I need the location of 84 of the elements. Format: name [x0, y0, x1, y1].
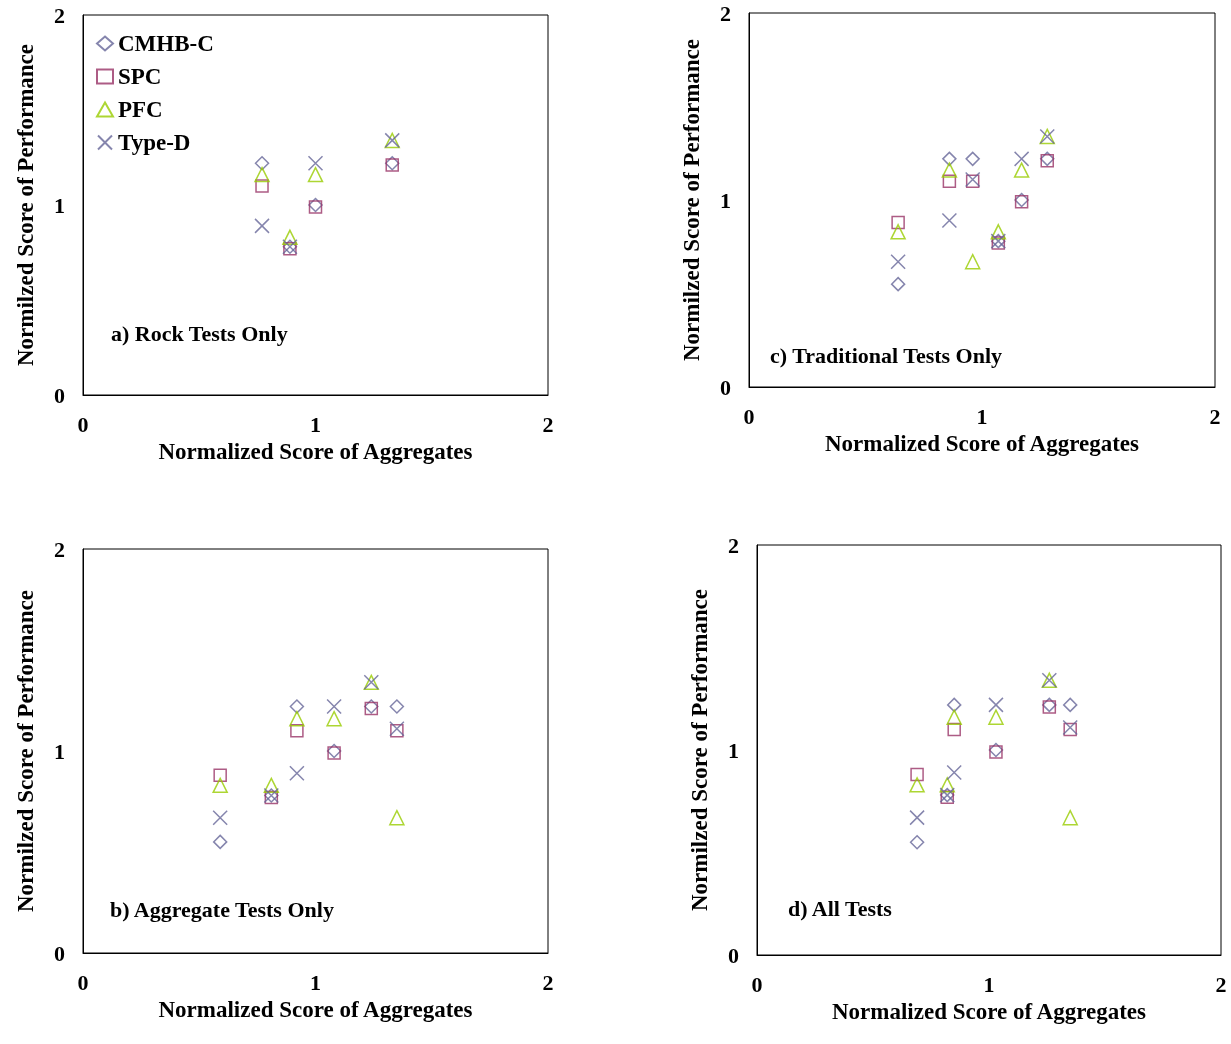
point [254, 218, 270, 234]
point [290, 724, 304, 738]
point [1062, 809, 1078, 826]
annotation: a) Rock Tests Only [111, 320, 288, 346]
annotation: b) Aggregate Tests Only [110, 896, 334, 922]
y-tick-label: 0 [728, 942, 739, 968]
y-tick-label: 2 [54, 2, 65, 28]
y-tick-label: 0 [54, 382, 65, 408]
point [965, 151, 980, 167]
point [988, 697, 1004, 713]
point [254, 166, 270, 183]
y-tick-label: 1 [720, 187, 731, 213]
legend-label: Type-D [118, 130, 191, 155]
point [213, 768, 227, 782]
x-tick-label: 2 [1209, 403, 1221, 429]
x-tick-label: 0 [77, 969, 89, 995]
point [964, 253, 981, 270]
point [941, 212, 958, 229]
x-tick-label: 0 [751, 971, 763, 997]
point [890, 253, 906, 270]
point [255, 179, 269, 193]
point [263, 777, 280, 794]
point [289, 710, 305, 727]
point [389, 699, 405, 714]
point [389, 809, 405, 826]
point [946, 764, 962, 781]
y-axis-title: Normilzed Score of Performance [13, 43, 38, 367]
y-axis-title: Normilzed Score of Performance [679, 38, 704, 362]
point [910, 767, 924, 782]
point [1013, 162, 1030, 178]
y-tick-label: 1 [54, 192, 65, 218]
point [946, 709, 962, 725]
point [909, 777, 925, 793]
point [988, 709, 1004, 725]
point [212, 834, 228, 850]
point [890, 276, 906, 292]
annotation: d) All Tests [788, 895, 893, 921]
point [939, 777, 955, 793]
x-tick-label: 2 [542, 411, 554, 437]
point [909, 835, 925, 850]
point [942, 151, 957, 167]
x-tick-label: 1 [976, 403, 988, 429]
point [289, 765, 305, 781]
legend-label: SPC [118, 64, 162, 89]
x-axis-title: Normalized Score of Aggregates [158, 996, 473, 1022]
y-tick-label: 0 [720, 374, 731, 400]
x-axis-title: Normalized Score of Aggregates [831, 998, 1147, 1024]
point [212, 809, 228, 826]
x-axis-title: Normalized Score of Aggregates [158, 438, 473, 464]
point [212, 777, 228, 794]
point [254, 155, 270, 171]
point [282, 229, 298, 246]
point [307, 166, 324, 183]
x-axis-title: Normalized Score of Aggregates [824, 430, 1140, 456]
y-tick-label: 2 [728, 532, 739, 558]
legend-label: PFC [118, 97, 163, 122]
point [942, 174, 957, 189]
point [990, 224, 1007, 240]
x-tick-label: 1 [310, 969, 321, 995]
point [1062, 697, 1078, 713]
point [891, 215, 905, 230]
x-tick-label: 0 [77, 411, 89, 437]
y-axis-title: Normilzed Score of Performance [13, 589, 38, 913]
y-axis-title: Normilzed Score of Performance [687, 588, 712, 912]
point [909, 809, 925, 826]
point [326, 698, 342, 715]
x-tick-label: 1 [310, 411, 321, 437]
x-tick-label: 2 [1215, 971, 1227, 997]
legend-label: CMHB-C [118, 31, 214, 56]
y-tick-label: 0 [54, 940, 65, 966]
point [1013, 151, 1030, 167]
point [326, 710, 342, 727]
annotation: c) Traditional Tests Only [770, 342, 1003, 368]
point [890, 224, 906, 240]
point [941, 162, 958, 178]
x-tick-label: 2 [542, 969, 554, 995]
point [289, 699, 305, 714]
point [946, 697, 962, 713]
point [307, 155, 324, 171]
y-tick-label: 1 [728, 737, 739, 763]
y-tick-label: 2 [720, 0, 731, 26]
y-tick-label: 1 [54, 738, 65, 764]
x-tick-label: 1 [983, 971, 995, 997]
y-tick-label: 2 [54, 536, 65, 562]
